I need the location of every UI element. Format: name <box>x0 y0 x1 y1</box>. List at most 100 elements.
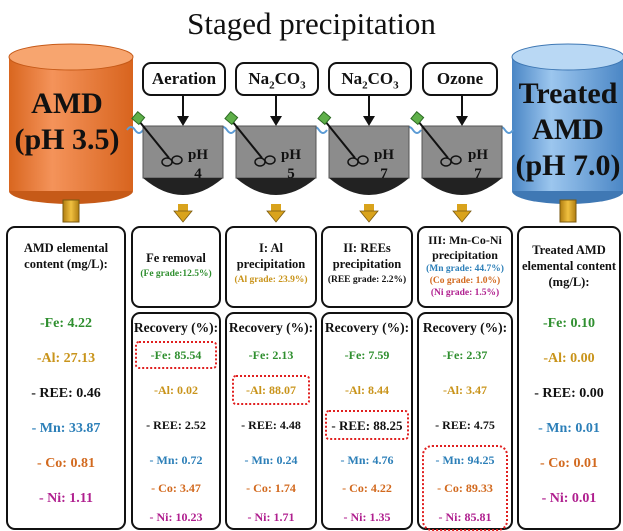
amd-content-card: AMD elemental content (mg/L): -Fe: 4.22 … <box>6 226 126 530</box>
mixer-icon <box>231 120 263 159</box>
stage-3-recovery-title: Recovery (%): <box>324 320 410 335</box>
stage-1-mn-recovery: - Mn: 0.72 <box>149 453 203 467</box>
outlet-arrowhead-4 <box>452 210 472 223</box>
stage-3-ni-recovery: - Ni: 1.35 <box>343 510 391 524</box>
mixer-blade-right-4 <box>450 155 462 165</box>
outlet-arrow-stem-1 <box>178 204 188 212</box>
stage-4-recovery-title: Recovery (%): <box>422 320 508 335</box>
stage-1-highlight <box>135 341 217 369</box>
stage-4-co-grade: (Co grade: 1.0%) <box>429 276 501 286</box>
feed-tank <box>8 43 134 204</box>
mixer-blade-right-2 <box>264 155 276 165</box>
reactor-4-sludge <box>422 178 502 195</box>
reactor-3 <box>328 125 410 179</box>
treated-content-card: Treated AMD elemental content (mg/L): -F… <box>517 226 621 530</box>
outlet-arrow-stem-4 <box>457 204 467 212</box>
stage-2-ree-recovery: - REE: 4.48 <box>241 418 301 432</box>
outlet-arrowhead-2 <box>266 210 286 223</box>
reactor-1 <box>142 125 224 179</box>
stage-2-al-recovery: -Al: 88.07 <box>246 383 296 397</box>
reagent-arrowhead-3 <box>363 116 375 126</box>
stage-1-fe-grade: (Fe grade:12.5%) <box>140 269 212 279</box>
stage-2-highlight <box>232 375 310 405</box>
amd-al-value: -Al: 27.13 <box>36 351 96 366</box>
outlet-arrow-stem-3 <box>364 204 374 212</box>
mixer-motor-icon-2 <box>224 111 239 126</box>
stage-2-co-recovery: - Co: 1.74 <box>246 481 296 495</box>
stage-3-recovery-card: Recovery (%): -Fe: 7.59 -Al: 8.44 - REE:… <box>321 312 413 530</box>
feed-tank-outlet <box>62 199 80 223</box>
stage-2-heading: I: Al precipitation <box>236 241 306 271</box>
treated-ni-value: - Ni: 0.01 <box>541 491 597 506</box>
reactor-3-sludge <box>329 178 409 195</box>
stage-1-recovery-title: Recovery (%): <box>133 320 219 335</box>
stage-3-al-recovery: -Al: 8.44 <box>345 383 389 397</box>
stage-3-ree-grade: (REE grade: 2.2%) <box>327 275 407 285</box>
stage-3-mn-recovery: - Mn: 4.76 <box>340 453 394 467</box>
outlet-arrowhead-1 <box>173 210 193 223</box>
stage-4-ni-grade: (Ni grade: 1.5%) <box>430 288 500 298</box>
reactor-2-ph: pH 5 <box>280 147 301 182</box>
stage-2-ni-recovery: - Ni: 1.71 <box>247 510 295 524</box>
reagent-arrowhead-1 <box>177 116 189 126</box>
mixer-icon <box>417 120 449 159</box>
reagent-box-ozone: Ozone <box>422 62 498 96</box>
stage-4-ree-recovery: - REE: 4.75 <box>435 418 495 432</box>
treated-mn-value: - Mn: 0.01 <box>538 421 600 436</box>
feed-tank-label: AMD (pH 3.5) <box>14 87 120 156</box>
stage-2-fe-recovery: -Fe: 2.13 <box>248 348 294 362</box>
treated-tank <box>511 43 623 204</box>
stage-4-header-card: III: Mn-Co-Ni precipitation (Mn grade: 4… <box>417 226 513 308</box>
reactor-1-ph: pH 4 <box>187 147 208 182</box>
treated-al-value: -Al: 0.00 <box>543 351 595 366</box>
amd-ni-value: - Ni: 1.11 <box>38 491 94 506</box>
mixer-motor-icon-3 <box>317 111 332 126</box>
stage-2-mn-recovery: - Mn: 0.24 <box>244 453 298 467</box>
reagent-arrowhead-2 <box>270 116 282 126</box>
stage-1-ni-recovery: - Ni: 10.23 <box>149 510 203 524</box>
amd-fe-value: -Fe: 4.22 <box>39 316 93 331</box>
amd-co-value: - Co: 0.81 <box>37 456 95 471</box>
stage-1-recovery-card: Recovery (%): -Fe: 85.54 -Al: 0.02 - REE… <box>131 312 221 530</box>
stage-1-al-recovery: -Al: 0.02 <box>154 383 198 397</box>
stage-2-recovery-card: Recovery (%): -Fe: 2.13 -Al: 88.07 - REE… <box>225 312 317 530</box>
reagent-arrowhead-4 <box>456 116 468 126</box>
amd-ree-value: - REE: 0.46 <box>31 386 101 401</box>
reactor-4-ph: pH 7 <box>467 147 488 182</box>
stage-2-recovery-title: Recovery (%): <box>228 320 314 335</box>
reagent-box-na2co3-2: Na2CO3 <box>328 62 412 96</box>
stage-1-header-card: Fe removal (Fe grade:12.5%) <box>131 226 221 308</box>
mixer-motor-icon-4 <box>410 111 425 126</box>
stage-2-header-card: I: Al precipitation (Al grade: 23.9%) <box>225 226 317 308</box>
reagent-box-na2co3-1: Na2CO3 <box>235 62 319 96</box>
reagent-box-aeration: Aeration <box>142 62 226 96</box>
reactors <box>131 96 503 223</box>
mixer-icon <box>138 120 170 159</box>
amd-mn-value: - Mn: 33.87 <box>31 421 101 436</box>
mixer-blade-right-1 <box>171 155 183 165</box>
reactor-2-sludge <box>236 178 316 195</box>
stage-4-mn-recovery: - Mn: 94.25 <box>435 453 495 467</box>
stage-3-co-recovery: - Co: 4.22 <box>342 481 392 495</box>
stage-3-header-card: II: REEs precipitation (REE grade: 2.2%) <box>321 226 413 308</box>
treated-content-heading: Treated AMD elemental content (mg/L): <box>521 243 617 289</box>
reactor-2 <box>235 125 317 179</box>
stage-4-al-recovery: -Al: 3.47 <box>443 383 487 397</box>
stage-4-mn-grade: (Mn grade: 44.7%) <box>426 264 504 274</box>
treated-ree-value: - REE: 0.00 <box>534 386 604 401</box>
treated-fe-value: -Fe: 0.10 <box>542 316 596 331</box>
reactor-3-ph: pH 7 <box>373 147 394 182</box>
stage-3-heading: II: REEs precipitation <box>332 241 402 271</box>
amd-content-heading: AMD elemental content (mg/L): <box>23 241 109 271</box>
stage-3-ree-recovery: - REE: 88.25 <box>331 418 403 433</box>
outlet-arrow-stem-2 <box>271 204 281 212</box>
stage-3-fe-recovery: -Fe: 7.59 <box>344 348 390 362</box>
stage-1-co-recovery: - Co: 3.47 <box>151 481 201 495</box>
stage-4-heading: III: Mn-Co-Ni precipitation <box>428 233 502 262</box>
outlet-arrowhead-3 <box>359 210 379 223</box>
diagram-title: Staged precipitation <box>187 6 436 41</box>
stage-1-fe-recovery: -Fe: 85.54 <box>150 348 202 362</box>
mixer-blade-right-3 <box>357 155 369 165</box>
